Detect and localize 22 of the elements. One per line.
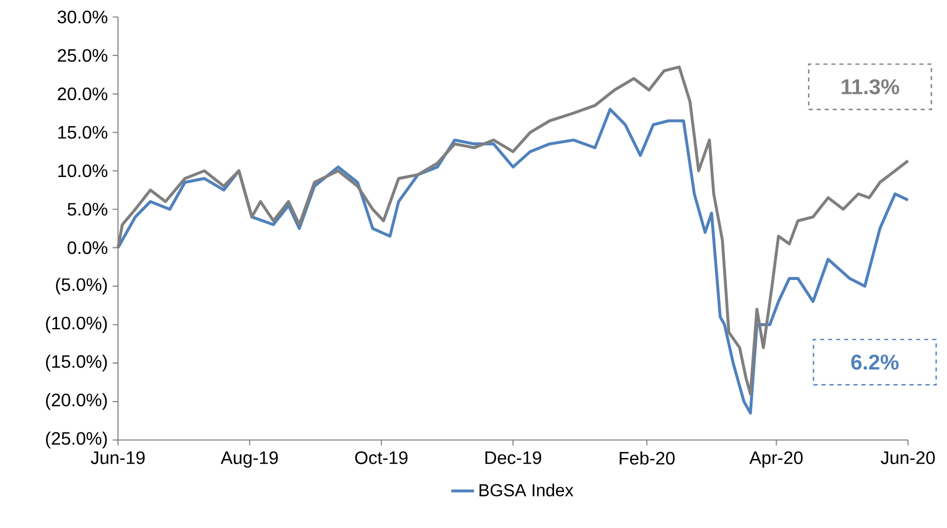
x-tick-label: Jun-19 [90,451,145,464]
x-tick-label: Jun-20 [880,451,935,464]
y-tick-label: 0.0% [68,241,108,254]
legend-label: BGSA Index [480,484,574,496]
y-tick-label: (10.0%) [46,316,107,334]
y-tick-label: 30.0% [58,10,108,24]
y-tick-label: (20.0%) [46,393,107,410]
x-tick-label: Aug-19 [220,451,278,468]
y-tick-label: 15.0% [58,126,108,139]
x-tick-label: Feb-20 [620,451,675,465]
x-tick-label: Apr-20 [749,451,803,468]
annotation: 6.2% [851,354,899,370]
y-tick-label: (5.0%) [56,278,107,295]
y-tick-label: 10.0% [58,164,108,178]
y-tick-label: 20.0% [58,88,108,100]
annotation: 11.3% [842,79,900,94]
x-tick-label: Dec-19 [485,451,542,464]
y-tick-label: 5.0% [68,202,108,216]
y-tick-label: (15.0%) [46,354,107,372]
y-tick-label: (25.0%) [46,432,107,448]
x-tick-label: Oct-19 [355,451,408,464]
y-tick-label: 25.0% [58,49,108,62]
